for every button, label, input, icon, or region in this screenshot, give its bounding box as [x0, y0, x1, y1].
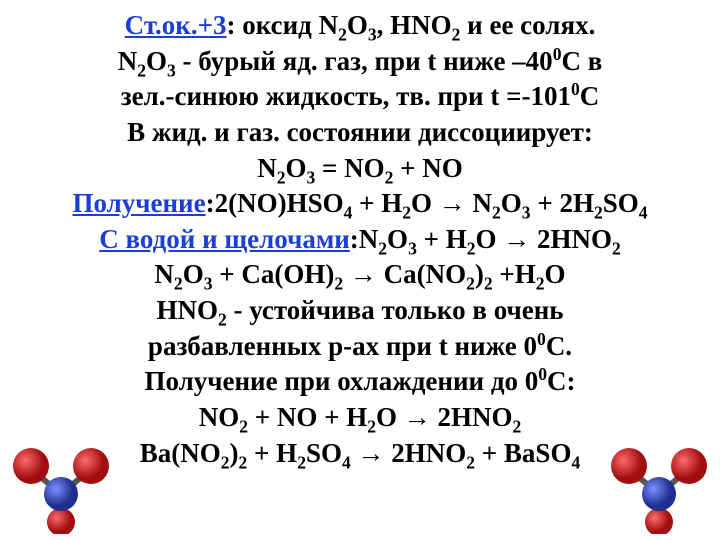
t: O → 2HNO [376, 402, 513, 432]
t: + H [417, 224, 467, 254]
s: 3 [522, 203, 531, 223]
t: → Ca(NO [343, 259, 466, 289]
t: - устойчива только в очень [227, 295, 564, 325]
t: - бурый яд. газ, при t ниже –40 [176, 46, 553, 76]
t: :N [350, 224, 379, 254]
s: 2 [221, 452, 230, 472]
t: С в [561, 46, 602, 76]
t: O [545, 259, 566, 289]
s: 3 [408, 238, 417, 258]
s: 2 [466, 452, 475, 472]
s: 2 [492, 203, 501, 223]
s: 2 [484, 274, 493, 294]
s: 2 [612, 238, 621, 258]
t: O [387, 224, 408, 254]
t: + BaSO [475, 438, 571, 468]
s: 2 [239, 452, 248, 472]
s: 4 [571, 452, 580, 472]
s: 2 [239, 416, 248, 436]
t: O → N [411, 188, 492, 218]
s: 2 [297, 452, 306, 472]
heading-water-alkali: С водой и щелочами [99, 224, 350, 254]
t: N [118, 46, 138, 76]
t: Получение при охлаждении до 0 [144, 366, 538, 396]
s: 2 [174, 274, 183, 294]
heading-oxstate: Ст.ок.+3 [125, 10, 227, 40]
t: SO [603, 188, 639, 218]
t: N [257, 153, 277, 183]
s: 2 [334, 274, 343, 294]
p: 0 [538, 364, 547, 384]
s: 3 [306, 167, 315, 187]
t: O → 2HNO [475, 224, 612, 254]
s: 3 [368, 24, 377, 44]
t: : оксид N [227, 10, 339, 40]
t: O [146, 46, 167, 76]
s: 2 [218, 309, 227, 329]
s: 4 [639, 203, 648, 223]
s: 2 [536, 274, 545, 294]
s: 2 [367, 416, 376, 436]
t: В жид. и газ. состоянии диссоциирует: [127, 117, 593, 147]
t: + NO [393, 153, 462, 183]
t: ) [230, 438, 239, 468]
t: O [347, 10, 368, 40]
s: 2 [378, 238, 387, 258]
t: и ее солях. [460, 10, 595, 40]
s: 2 [594, 203, 603, 223]
t: + Ca(OH) [212, 259, 334, 289]
t: O [285, 153, 306, 183]
t: + 2H [531, 188, 594, 218]
t: :2(NO)HSO [206, 188, 344, 218]
t: NO [199, 402, 240, 432]
t: = NO [315, 153, 384, 183]
p: 0 [571, 79, 580, 99]
heading-synthesis: Получение [72, 188, 205, 218]
t: , HNO [377, 10, 452, 40]
slide-text: Ст.ок.+3: оксид N2O3, HNO2 и ее солях. N… [0, 0, 720, 471]
molecule-right-icon [604, 444, 714, 534]
t: SO [306, 438, 342, 468]
t: +H [493, 259, 536, 289]
t: O [501, 188, 522, 218]
t: → 2HNO [351, 438, 467, 468]
t: С. [546, 331, 572, 361]
t: + H [247, 438, 297, 468]
t: С [580, 81, 600, 111]
t: + H [352, 188, 402, 218]
s: 4 [342, 452, 351, 472]
t: O [183, 259, 204, 289]
t: ) [475, 259, 484, 289]
t: С: [547, 366, 576, 396]
molecule-left-icon [6, 444, 116, 534]
s: 3 [167, 60, 176, 80]
t: Ba(NO [140, 438, 221, 468]
t: HNO [156, 295, 218, 325]
p: 0 [537, 329, 546, 349]
s: 2 [402, 203, 411, 223]
s: 2 [513, 416, 522, 436]
t: N [154, 259, 174, 289]
t: разбавленных р-ах при t ниже 0 [148, 331, 537, 361]
t: зел.-синюю жидкость, тв. при t =-101 [121, 81, 571, 111]
s: 2 [338, 24, 347, 44]
t: + NO + H [248, 402, 367, 432]
s: 2 [137, 60, 146, 80]
s: 2 [466, 274, 475, 294]
